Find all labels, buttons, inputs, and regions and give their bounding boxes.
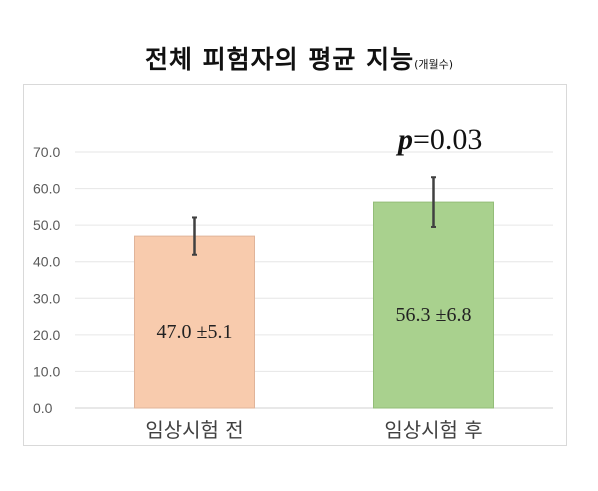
y-tick-label: 20.0 (33, 327, 60, 343)
y-tick-label: 10.0 (33, 363, 60, 379)
y-tick-label: 70.0 (33, 144, 60, 160)
y-tick-label: 50.0 (33, 217, 60, 233)
y-tick-label: 40.0 (33, 254, 60, 270)
bars (134, 201, 494, 409)
chart-title-unit: (개월수) (414, 58, 454, 71)
x-category-label: 임상시험 후 (384, 418, 482, 442)
y-axis-ticks: 0.0 10.0 20.0 30.0 40.0 50.0 60.0 70.0 (33, 144, 60, 416)
y-tick-label: 0.0 (33, 400, 53, 416)
y-tick-label: 60.0 (33, 181, 60, 197)
error-bars (192, 176, 436, 256)
bar (373, 201, 494, 409)
x-category-label: 임상시험 전 (145, 418, 243, 442)
y-tick-label: 30.0 (33, 290, 60, 306)
p-value-annotation: p=0.03 (395, 123, 482, 156)
p-value: =0.03 (413, 123, 482, 156)
value-labels: 47.0 ±5.1 56.3 ±6.8 (157, 304, 472, 343)
chart-title: 전체 피험자의 평균 지능(개월수) (0, 40, 598, 76)
chart-title-text: 전체 피험자의 평균 지능 (144, 45, 415, 74)
chart-area-border (23, 84, 567, 446)
x-axis-categories: 임상시험 전 임상시험 후 (145, 418, 482, 442)
p-label: p (395, 123, 413, 156)
value-label: 56.3 ±6.8 (396, 304, 472, 326)
value-label: 47.0 ±5.1 (157, 321, 233, 343)
bar (134, 235, 255, 409)
